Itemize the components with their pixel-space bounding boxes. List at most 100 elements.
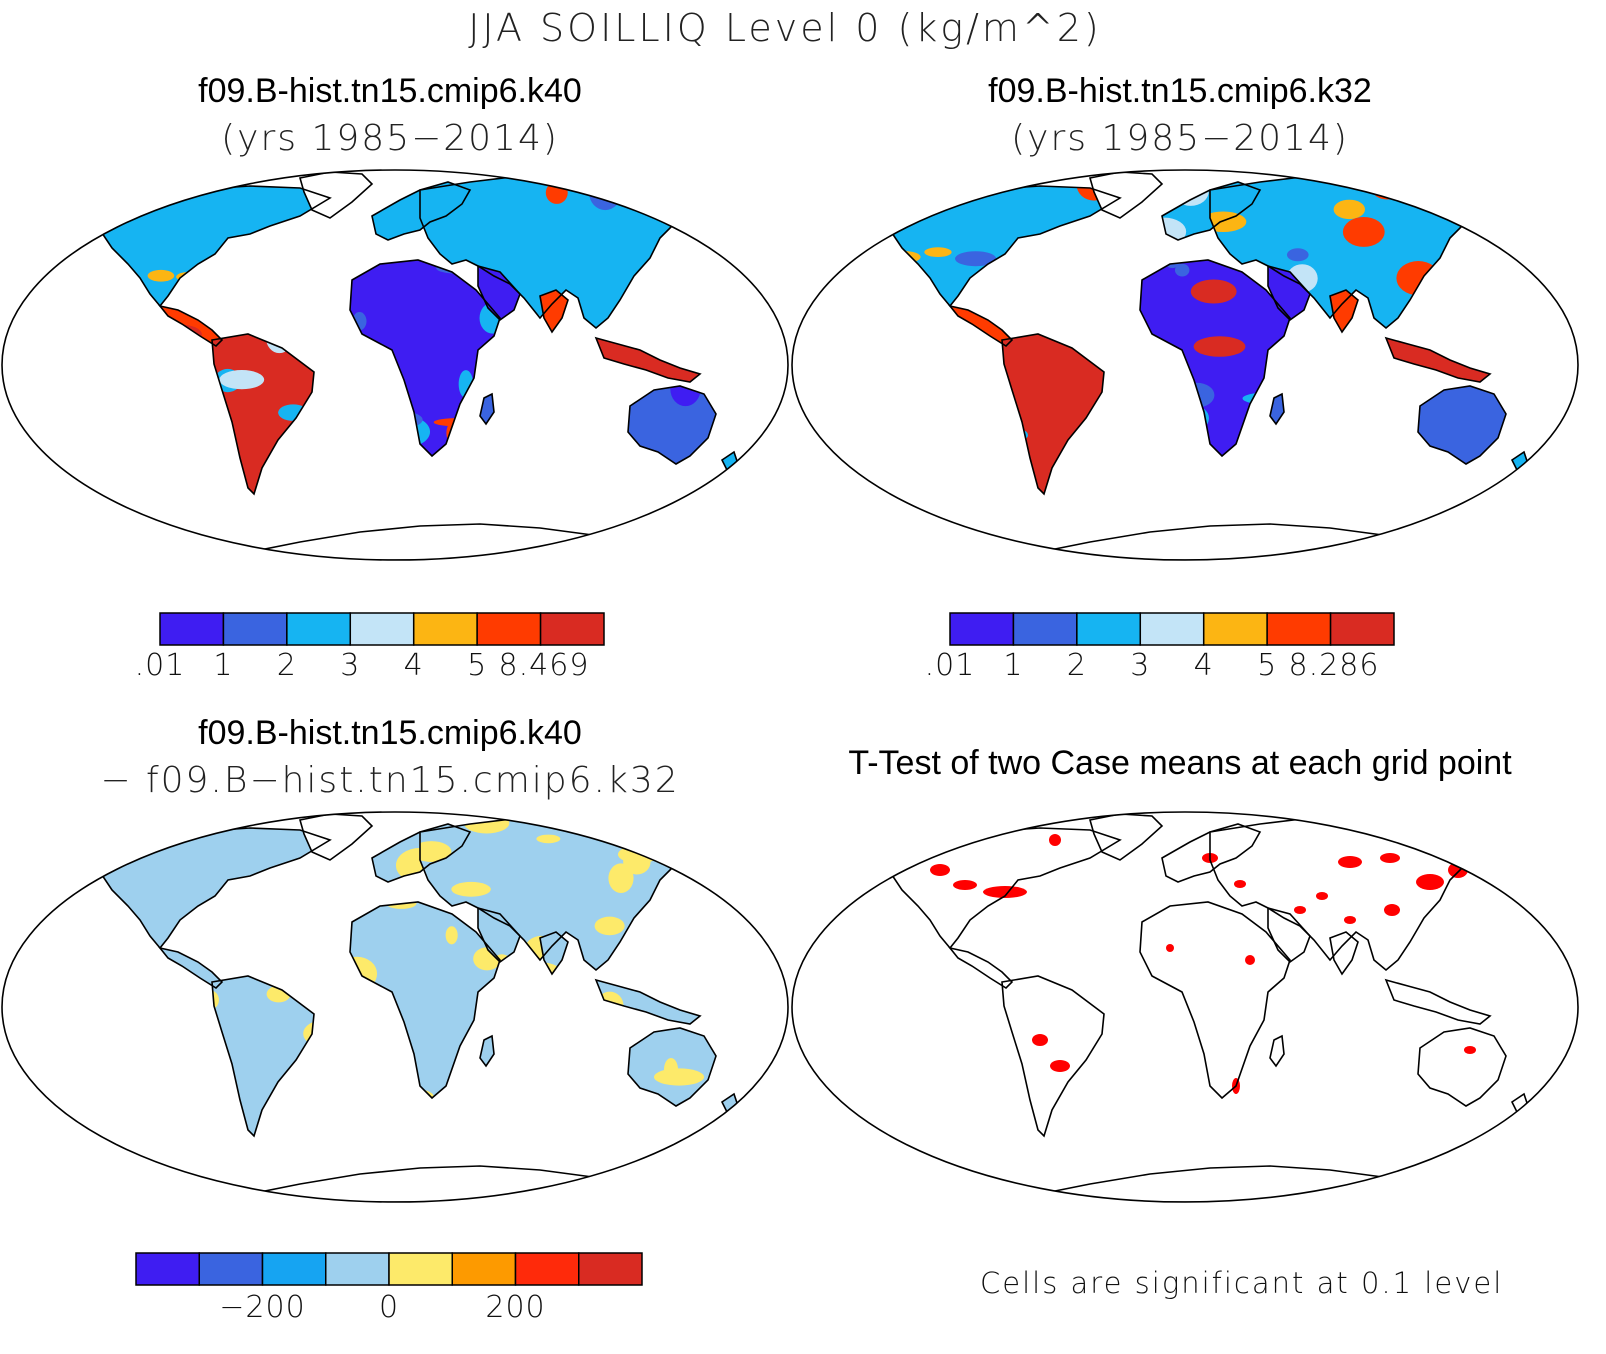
field-patch [653, 846, 703, 864]
field-patch [90, 845, 111, 873]
colorbar-tick-label: 2 [276, 648, 297, 683]
field-patch [0, 806, 45, 821]
coastline-greenland [1088, 813, 1164, 861]
colorbar-swatch [325, 1252, 390, 1286]
field-patch [816, 196, 856, 217]
field-patch [938, 173, 970, 192]
map-border [791, 811, 1579, 1203]
panel-subtitle-k32: (yrs 1985−2014) [1011, 118, 1349, 159]
field-patch [756, 900, 777, 936]
field-patch [725, 508, 767, 520]
land-southAmerica [1002, 334, 1104, 494]
colorbar-tick-label: .01 [134, 648, 186, 683]
coastline-australia [627, 1027, 717, 1107]
field-patch [810, 239, 847, 260]
field-patch [692, 507, 720, 516]
field-patch [552, 174, 586, 189]
land-australia [1418, 1028, 1506, 1106]
colorbar-swatch [949, 612, 1015, 646]
field-patch [95, 1185, 148, 1218]
field-patch [605, 179, 649, 197]
field-patch [678, 1166, 709, 1177]
field-patch [5, 165, 53, 182]
field-patch [64, 1132, 87, 1152]
colorbar-tick-label: 5 [1257, 648, 1278, 683]
significant-cell [1032, 1034, 1048, 1046]
significant-cell [930, 864, 950, 876]
field-patch [96, 186, 140, 213]
field-patch [1462, 192, 1514, 222]
field-patch [104, 192, 116, 219]
field-patch [747, 261, 782, 274]
colorbar-tick-label: 4 [403, 648, 424, 683]
field-patch [15, 858, 32, 870]
panel-title-k32: f09.B-hist.tn15.cmip6.k32 [988, 72, 1372, 110]
field-patch [28, 845, 49, 880]
field-patch [0, 431, 20, 447]
field-patch [811, 160, 828, 183]
field-patch [721, 1161, 748, 1191]
field-patch [130, 1174, 179, 1204]
colorbar-tick-label: 1 [1003, 648, 1024, 683]
field-patch [31, 233, 57, 252]
land-arabia [478, 908, 520, 962]
field-patch [824, 475, 840, 505]
field-patch [687, 537, 726, 549]
colorbar-tick-label: 4 [1193, 648, 1214, 683]
coastline-antarctica [1027, 1165, 1453, 1202]
field-patch [99, 1159, 132, 1173]
colorbar-tick-label: 8.469 [498, 648, 590, 683]
field-patch [1503, 222, 1517, 250]
field-patch [762, 1169, 775, 1184]
land-africa [350, 902, 500, 1098]
field-patch [124, 832, 166, 844]
colorbar-swatch [1076, 612, 1142, 646]
field-patch [1398, 187, 1438, 200]
map-border [791, 169, 1579, 561]
field-patch [1505, 496, 1540, 526]
field-patch [1467, 159, 1500, 195]
field-patch [519, 807, 564, 819]
field-patch [843, 161, 864, 178]
field-patch [198, 807, 221, 820]
field-patch [1529, 486, 1542, 520]
field-patch [1563, 192, 1590, 214]
field-patch [85, 810, 130, 819]
field-patch [824, 471, 841, 484]
field-patch [178, 1183, 205, 1192]
field-patch [949, 553, 962, 563]
colorbar-swatch [1139, 612, 1205, 646]
colorbar-swatch [1202, 612, 1268, 646]
field-patch [1333, 199, 1366, 220]
field-patch [589, 175, 622, 211]
colorbar-swatch [514, 1252, 580, 1286]
field-patch [56, 815, 84, 826]
colorbar-swatch [1329, 612, 1395, 646]
field-patch [1463, 162, 1508, 184]
field-patch [1403, 186, 1457, 203]
field-patch [670, 386, 701, 407]
field-patch [976, 165, 999, 187]
field-patch [737, 1116, 768, 1132]
field-patch [865, 209, 887, 227]
colorbar-diff [135, 1252, 643, 1286]
significant-cell [1384, 904, 1400, 916]
field-patch [669, 1164, 711, 1192]
coastline-arabia [477, 264, 521, 322]
field-patch [888, 186, 920, 210]
field-patch [770, 1114, 792, 1134]
field-patch [1538, 477, 1584, 504]
field-patch [763, 853, 790, 886]
field-patch [707, 153, 762, 188]
field-patch [658, 1189, 699, 1213]
field-patch [1174, 263, 1190, 277]
field-patch [722, 1138, 753, 1147]
field-patch [0, 1147, 25, 1157]
field-patch [856, 183, 904, 196]
field-patch [850, 232, 864, 256]
field-patch [737, 851, 771, 863]
field-patch [816, 546, 857, 561]
field-patch [860, 499, 878, 532]
field-patch [738, 194, 754, 228]
field-patch [702, 825, 730, 844]
